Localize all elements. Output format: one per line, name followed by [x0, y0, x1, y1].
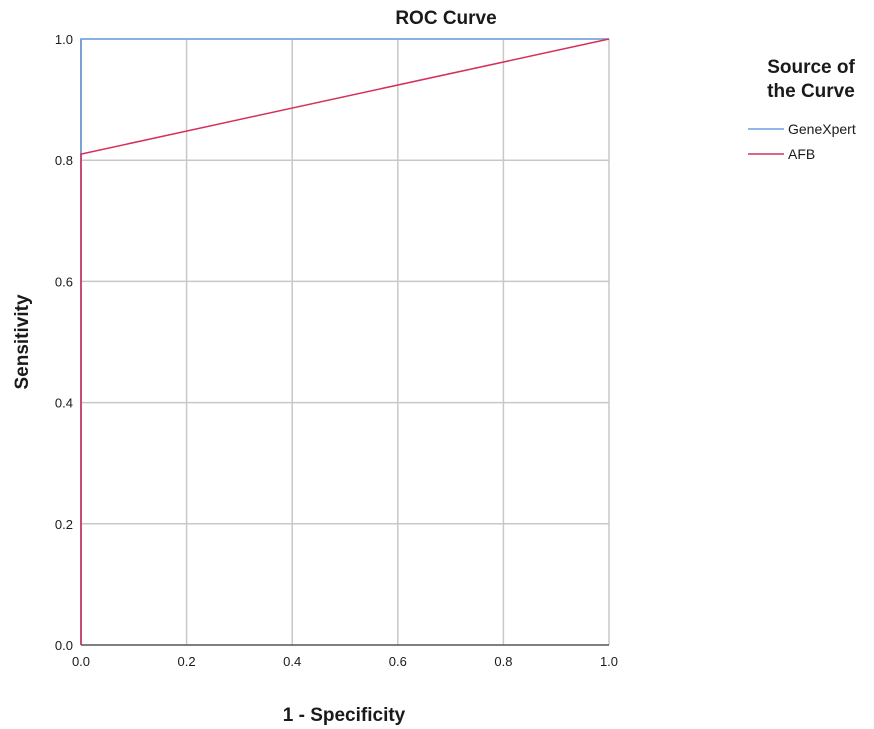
y-tick-label: 0.8	[55, 153, 73, 168]
x-tick-label: 0.4	[283, 654, 301, 669]
x-axis-title: 1 - Specificity	[283, 705, 406, 726]
y-tick-label: 0.6	[55, 274, 73, 289]
axes	[80, 39, 609, 646]
y-tick-label: 0.0	[55, 638, 73, 653]
y-axis-title: Sensitivity	[12, 294, 33, 389]
legend-label-genexpert: GeneXpert	[788, 121, 856, 137]
y-tick-label: 0.2	[55, 517, 73, 532]
legend-title-line-1: Source of	[767, 57, 855, 78]
legend-items: GeneXpert AFB	[748, 121, 856, 162]
series-line-afb	[80, 38, 610, 645]
legend-title-line-2: the Curve	[767, 81, 855, 102]
x-tick-label: 0.0	[72, 654, 90, 669]
chart-title: ROC Curve	[395, 8, 496, 29]
x-tick-label: 0.2	[178, 654, 196, 669]
legend-label-afb: AFB	[788, 146, 815, 162]
tick-labels: 0.0 0.2 0.4 0.6 0.8 1.0 0.0 0.2 0.4 0.6 0.8 1.0	[55, 32, 618, 669]
y-tick-label: 0.4	[55, 396, 73, 411]
y-tick-label: 1.0	[55, 32, 73, 47]
x-tick-label: 0.8	[494, 654, 512, 669]
legend: Source of the Curve GeneXpert AFB	[748, 57, 856, 162]
x-tick-label: 0.6	[389, 654, 407, 669]
grid-lines	[81, 38, 610, 645]
series-line-genexpert	[80, 38, 609, 645]
series-lines	[80, 38, 610, 645]
x-tick-label: 1.0	[600, 654, 618, 669]
